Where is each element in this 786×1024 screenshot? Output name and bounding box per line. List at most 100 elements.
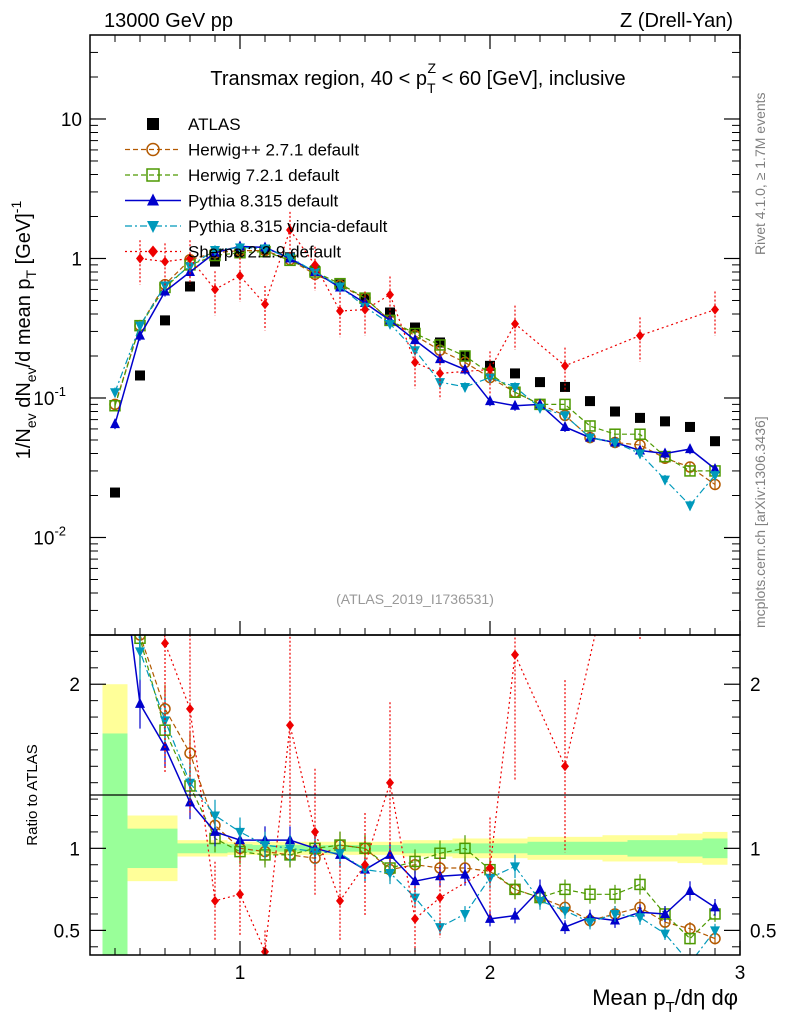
ratio-point [410, 875, 420, 886]
rivet-version: Rivet 4.1.0, ≥ 1.7M events [752, 92, 768, 255]
data-point [160, 281, 170, 292]
ratio-point [684, 932, 696, 945]
data-point [660, 416, 670, 427]
x-tick-label: 2 [485, 963, 496, 984]
y-tick-label: 1 [71, 249, 82, 270]
data-point [311, 259, 319, 270]
data-point [436, 368, 444, 379]
ratio-tick-label: 0.5 [54, 921, 80, 942]
legend-marker [147, 221, 159, 233]
data-point [235, 243, 245, 254]
data-point [385, 319, 395, 330]
y-tick-label: 10 [61, 110, 82, 131]
ratio-point [161, 638, 169, 649]
data-point [685, 501, 695, 512]
ratio-point [286, 720, 294, 731]
ratio-point [385, 868, 395, 879]
data-point [585, 396, 595, 407]
ratio-point [710, 926, 720, 937]
data-point [560, 411, 570, 422]
ratio-point [535, 883, 545, 894]
data-point [186, 253, 194, 264]
ratio-point [361, 859, 369, 870]
data-point [336, 306, 344, 317]
ratio-point [210, 811, 220, 822]
series-main-4 [110, 242, 720, 512]
ratio-point [511, 649, 519, 660]
data-point [459, 350, 471, 362]
data-point [411, 357, 419, 368]
data-point [635, 449, 645, 460]
ratio-point [685, 885, 695, 895]
data-point [260, 244, 270, 255]
data-point [560, 381, 570, 392]
data-point [110, 487, 120, 498]
data-point [335, 282, 345, 293]
series-main-5 [136, 211, 719, 400]
data-point [510, 382, 520, 393]
legend-marker [148, 245, 158, 258]
legend-entry-1: Herwig++ 2.7.1 default [125, 141, 359, 160]
ratio-point [560, 906, 570, 917]
ratio-point [634, 878, 646, 891]
data-point [710, 462, 720, 473]
y-tick-label: 10-1 [33, 384, 66, 410]
ratio-point [510, 862, 520, 873]
ratio-point [186, 703, 194, 714]
data-point [610, 406, 620, 417]
ratio-point [385, 848, 395, 859]
ratio-point [585, 918, 595, 929]
ratio-band-inner [177, 843, 203, 854]
ratio-band-inner [402, 843, 428, 854]
ratio-point [110, 188, 120, 198]
data-point [460, 382, 470, 393]
data-point [210, 246, 220, 257]
legend-marker [146, 142, 160, 157]
data-point [535, 403, 545, 414]
ratio-band-inner [102, 733, 128, 955]
ratio-point [660, 907, 670, 918]
x-tick-label: 3 [735, 963, 746, 984]
ratio-band-inner [602, 841, 628, 855]
ratio-band-inner [627, 840, 653, 857]
ratio-band-inner [677, 840, 703, 857]
ratio-point [135, 697, 145, 708]
ratio-point [310, 847, 320, 858]
data-point [110, 388, 120, 399]
ratio-tick-label-right: 0.5 [750, 921, 776, 942]
data-point [710, 436, 720, 447]
data-point [160, 315, 170, 326]
ratio-point [236, 889, 244, 900]
legend-label: Herwig 7.2.1 default [188, 166, 339, 185]
data-point [685, 421, 695, 432]
data-point [635, 412, 645, 423]
mcplots-credit: mcplots.cern.ch [arXiv:1306.3436] [752, 416, 768, 628]
data-point [185, 281, 195, 292]
ratio-band-inner [152, 828, 178, 869]
series-main-1 [109, 244, 721, 491]
series-ratio-5 [161, 635, 641, 955]
ratio-point [460, 909, 470, 920]
ratio-band-inner [502, 843, 528, 854]
ratio-band-inner [577, 841, 603, 855]
ratio-uncertainty-bands [102, 684, 728, 955]
data-point [485, 373, 495, 384]
ratio-point [660, 929, 670, 940]
legend-entry-2: Herwig 7.2.1 default [125, 166, 339, 185]
data-point [485, 395, 495, 406]
data-point [660, 475, 670, 486]
legend-label: ATLAS [188, 115, 241, 134]
data-point [561, 360, 569, 371]
data-point [710, 471, 720, 482]
ratio-band-inner [527, 841, 553, 855]
data-point [310, 268, 320, 279]
ratio-point [185, 796, 195, 807]
legend-marker [147, 193, 159, 206]
series-line [114, 250, 716, 485]
data-point [610, 438, 620, 449]
data-point [211, 284, 219, 295]
data-point [410, 346, 420, 357]
ratio-point [609, 888, 621, 901]
series-ratio-4 [110, 188, 720, 955]
legend: ATLAS Herwig++ 2.7.1 default Herwig 7.2.1 … [125, 115, 388, 262]
